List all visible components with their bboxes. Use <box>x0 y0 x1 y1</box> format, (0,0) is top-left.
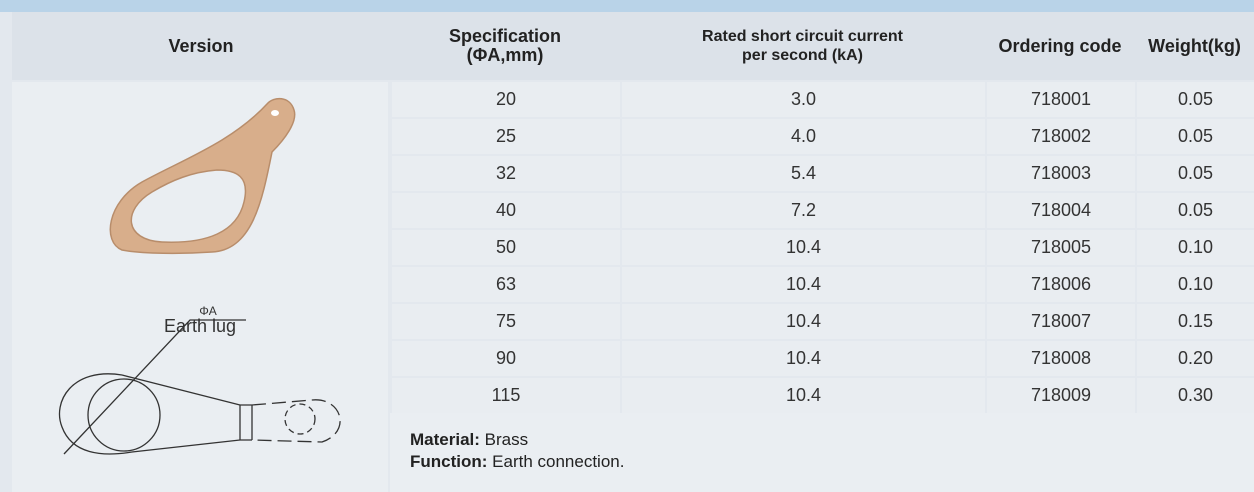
table-cell: 63 <box>392 267 620 302</box>
header-line: Rated short circuit current <box>702 27 903 46</box>
table-cell: 75 <box>392 304 620 339</box>
table-cell: 0.30 <box>1137 378 1254 413</box>
title-bar <box>0 0 1254 12</box>
table-cell: 10.4 <box>622 267 985 302</box>
table-cell: 50 <box>392 230 620 265</box>
column-header: Ordering code <box>985 12 1135 80</box>
column-header: Version <box>12 12 390 80</box>
note-text: Brass <box>485 430 528 449</box>
table-cell: 0.10 <box>1137 267 1254 302</box>
table-cell: 20 <box>392 82 620 117</box>
header-line: Weight(kg) <box>1148 37 1241 56</box>
table-cell: 718005 <box>987 230 1135 265</box>
table-cell: 3.0 <box>622 82 985 117</box>
table-cell: 40 <box>392 193 620 228</box>
lug-drawing <box>60 320 341 454</box>
page: Earth lug ΦA Material: Brass Function: E… <box>0 0 1254 492</box>
table-cell: 10.4 <box>622 304 985 339</box>
table-cell: 718003 <box>987 156 1135 191</box>
note: Function: Earth connection. <box>410 451 1254 473</box>
table-cell: 718006 <box>987 267 1135 302</box>
table-cell: 718008 <box>987 341 1135 376</box>
header-line: (ΦA,mm) <box>467 46 544 65</box>
lug-photo <box>110 99 294 254</box>
table-cell: 10.4 <box>622 341 985 376</box>
table-cell: 0.05 <box>1137 119 1254 154</box>
table-cell: 718009 <box>987 378 1135 413</box>
table-cell: 718004 <box>987 193 1135 228</box>
table-cell: 0.15 <box>1137 304 1254 339</box>
note-label: Function: <box>410 452 487 471</box>
note-label: Material: <box>410 430 480 449</box>
dimension-label: ΦA <box>199 304 217 318</box>
lug-hole <box>271 110 279 116</box>
table-cell: 0.05 <box>1137 193 1254 228</box>
notes: Material: Brass Function: Earth connecti… <box>390 413 1254 492</box>
table-cell: 718001 <box>987 82 1135 117</box>
version-label: Earth lug <box>164 316 236 336</box>
table-cell: 718007 <box>987 304 1135 339</box>
header-line: Ordering code <box>998 37 1121 56</box>
version-graphics: Earth lug ΦA <box>12 82 388 492</box>
note: Material: Brass <box>410 429 1254 451</box>
table-cell: 115 <box>392 378 620 413</box>
table-cell: 718002 <box>987 119 1135 154</box>
table-cell: 25 <box>392 119 620 154</box>
table-cell: 4.0 <box>622 119 985 154</box>
table-cell: 0.05 <box>1137 82 1254 117</box>
note-text: Earth connection. <box>492 452 624 471</box>
column-header: Specification(ΦA,mm) <box>390 12 620 80</box>
table-cell: 0.10 <box>1137 230 1254 265</box>
table-cell: 10.4 <box>622 230 985 265</box>
table-cell: 7.2 <box>622 193 985 228</box>
table-cell: 90 <box>392 341 620 376</box>
header-line: per second (kA) <box>742 46 863 65</box>
table-cell: 0.05 <box>1137 156 1254 191</box>
table-cell: 5.4 <box>622 156 985 191</box>
table-cell: 32 <box>392 156 620 191</box>
column-header: Weight(kg) <box>1135 12 1254 80</box>
table-cell: 0.20 <box>1137 341 1254 376</box>
table-cell: 10.4 <box>622 378 985 413</box>
header-line: Specification <box>449 27 561 46</box>
header-line: Version <box>168 37 233 56</box>
